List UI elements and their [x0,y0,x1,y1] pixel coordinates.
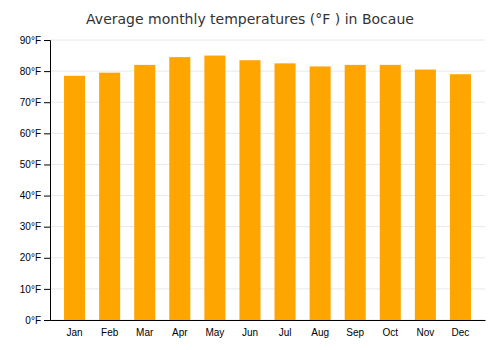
bar [169,57,190,320]
y-tick-label: 90°F [20,35,41,46]
bar [450,74,471,320]
y-tick-mark [44,40,50,41]
title: Average monthly temperatures (°F ) in Bo… [86,11,414,27]
x-tick-label: Apr [172,327,188,338]
plot: 0°F 10°F 20°F 30°F 40°F 50°F 60°F 70°F 80°F 90°F J… [20,35,486,338]
y-tick-label: 0°F [25,315,41,326]
x-tick-label: Dec [452,327,470,338]
y-axis: 0°F 10°F 20°F 30°F 40°F 50°F 60°F 70°F 80°F 90°F [20,35,51,326]
x-tick: Dec [452,327,470,338]
bar [415,70,436,320]
y-tick-mark [44,227,50,228]
y-tick: 70°F [20,97,50,108]
x-tick: May [205,327,224,338]
x-tick-label: Sep [346,327,364,338]
x-tick: Mar [136,327,154,338]
bar [239,60,260,320]
x-tick: Apr [172,327,188,338]
y-tick-mark [44,320,50,321]
y-tick-mark [44,133,50,134]
y-tick: 60°F [20,128,50,139]
y-tick-label: 40°F [20,190,41,201]
y-tick-label: 10°F [20,284,41,295]
x-axis-line [51,320,486,321]
bar [99,73,120,320]
x-tick-label: Oct [383,327,399,338]
y-axis-line [44,41,51,321]
x-tick-label: Nov [416,327,434,338]
y-tick-label: 80°F [20,66,41,77]
y-tick-label: 60°F [20,128,41,139]
x-tick: Jun [242,327,258,338]
y-tick: 0°F [25,315,50,326]
bar [345,65,366,320]
x-tick: Sep [346,327,364,338]
y-tick-mark [44,102,50,103]
x-tick-label: Jul [279,327,292,338]
x-tick: Oct [383,327,399,338]
x-tick-label: May [205,327,224,338]
bar [380,65,401,320]
x-tick: Jan [66,327,82,338]
x-tick-label: Mar [136,327,154,338]
y-tick-label: 20°F [20,252,41,263]
x-tick-label: Jun [242,327,258,338]
x-axis: Jan Feb Mar Apr May Jun Jul Aug Sep Oct Nov Dec [51,321,486,339]
y-tick: 20°F [20,252,50,263]
y-tick-mark [44,258,50,259]
x-tick-label: Aug [311,327,329,338]
y-tick-mark [44,71,50,72]
bar [134,65,155,320]
x-tick: Aug [311,327,329,338]
x-tick: Feb [101,327,119,338]
y-tick: 30°F [20,221,50,232]
x-tick-label: Feb [101,327,119,338]
grid-line [50,40,485,41]
y-tick-mark [44,289,50,290]
bar [275,63,296,320]
bars [64,56,471,320]
bar [204,56,225,320]
bar [310,66,331,320]
y-tick-label: 50°F [20,159,41,170]
x-tick: Nov [416,327,434,338]
y-tick: 40°F [20,190,50,201]
y-tick-label: 30°F [20,221,41,232]
x-tick: Jul [279,327,292,338]
y-tick-mark [44,164,50,165]
y-tick-mark [44,196,50,197]
bar [64,76,85,320]
x-tick-label: Jan [66,327,82,338]
chart: 0°F 10°F 20°F 30°F 40°F 50°F 60°F 70°F 80°F 90°F J… [0,0,500,350]
grid [50,40,485,320]
y-tick: 10°F [20,284,50,295]
y-tick: 90°F [20,35,50,46]
y-tick-label: 70°F [20,97,41,108]
y-tick: 80°F [20,66,50,77]
y-tick: 50°F [20,159,50,170]
